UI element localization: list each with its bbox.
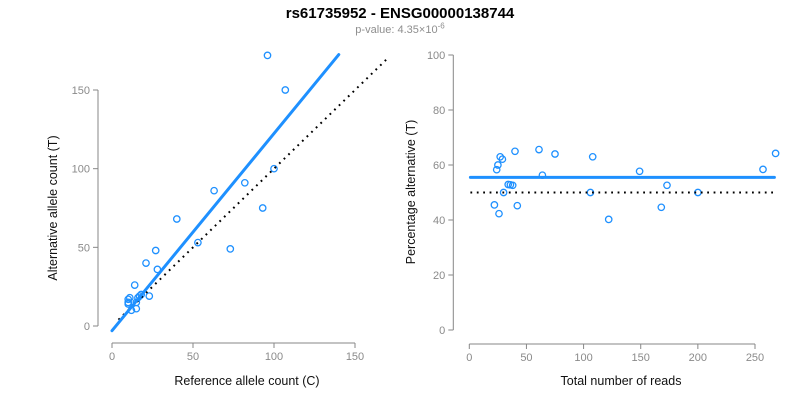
y-axis-tick-label: 0 [84, 321, 90, 333]
data-point [498, 155, 507, 164]
data-point [663, 181, 671, 190]
pvalue-exponent: -6 [437, 21, 445, 31]
x-axis-tick-label: 0 [466, 352, 472, 364]
data-point [496, 152, 505, 161]
y-axis-tick-label: 100 [72, 164, 90, 176]
data-point [130, 281, 139, 289]
data-point [240, 178, 249, 187]
x-axis-tick-label: 200 [689, 352, 707, 364]
data-point [492, 165, 501, 174]
x-axis-tick-label: 250 [746, 352, 764, 364]
data-point [635, 167, 644, 176]
y-axis-tick-label: 150 [72, 85, 90, 97]
data-point [535, 145, 543, 154]
x-axis-tick-label: 50 [187, 351, 199, 363]
y-axis-tick-label: 40 [433, 215, 445, 227]
figure-subtitle-pvalue: p-value: 4.35×10-6 [0, 21, 800, 36]
y-axis-tick-label: 20 [433, 270, 445, 282]
y-axis-title: Percentage alternative (T) [404, 120, 418, 265]
data-point [551, 150, 559, 158]
fit-line [110, 53, 341, 333]
data-point [258, 204, 267, 212]
scatter-allele-counts: 0 50 100 150 0 50 100 150 Reference allele count… [46, 51, 390, 388]
y-axis-tick-label: 80 [433, 105, 445, 117]
data-point [504, 180, 513, 189]
y-axis-tick-label: 60 [433, 160, 445, 172]
x-axis-tick-label: 0 [109, 351, 115, 363]
data-point [124, 295, 133, 304]
x-axis-tick-label: 100 [574, 352, 592, 364]
figure-title: rs61735952 - ENSG00000138744 [285, 5, 515, 22]
y-axis-tick-label: 100 [427, 50, 445, 62]
data-point [494, 161, 502, 169]
x-axis-tick-label: 50 [520, 352, 532, 364]
data-point [142, 259, 150, 267]
data-point [210, 186, 218, 195]
scatter-percentage-vs-reads: 0 50 100 150 200 250 0 20 40 60 80 100 Total number … [404, 50, 780, 388]
pvalue-text: p-value: 4.35×10 [355, 24, 438, 36]
data-point [657, 203, 666, 212]
data-point [588, 152, 597, 161]
x-axis-title: Reference allele count (C) [174, 374, 319, 388]
data-point [771, 149, 780, 158]
data-point [490, 201, 499, 209]
y-axis-tick-label: 50 [78, 242, 90, 254]
data-point [759, 165, 767, 174]
x-axis-title: Total number of reads [561, 374, 682, 388]
data-point [132, 304, 141, 313]
data-point [495, 209, 503, 218]
y-axis-tick-label: 0 [439, 325, 445, 337]
data-point [270, 164, 278, 173]
data-point [499, 188, 508, 197]
data-point [151, 246, 160, 255]
data-point [263, 51, 272, 60]
data-point [194, 238, 202, 247]
data-point [281, 86, 290, 94]
x-axis-tick-label: 100 [265, 351, 283, 363]
y-axis-title: Alternative allele count (T) [46, 135, 60, 280]
x-axis-tick-label: 150 [346, 351, 364, 363]
data-point [513, 201, 522, 210]
data-point [511, 147, 519, 156]
data-point [172, 215, 181, 223]
data-point [226, 245, 235, 253]
data-point [145, 292, 154, 300]
x-axis-tick-label: 150 [632, 352, 650, 364]
identity-line [117, 56, 390, 321]
data-point [124, 300, 133, 308]
data-point [604, 215, 613, 224]
